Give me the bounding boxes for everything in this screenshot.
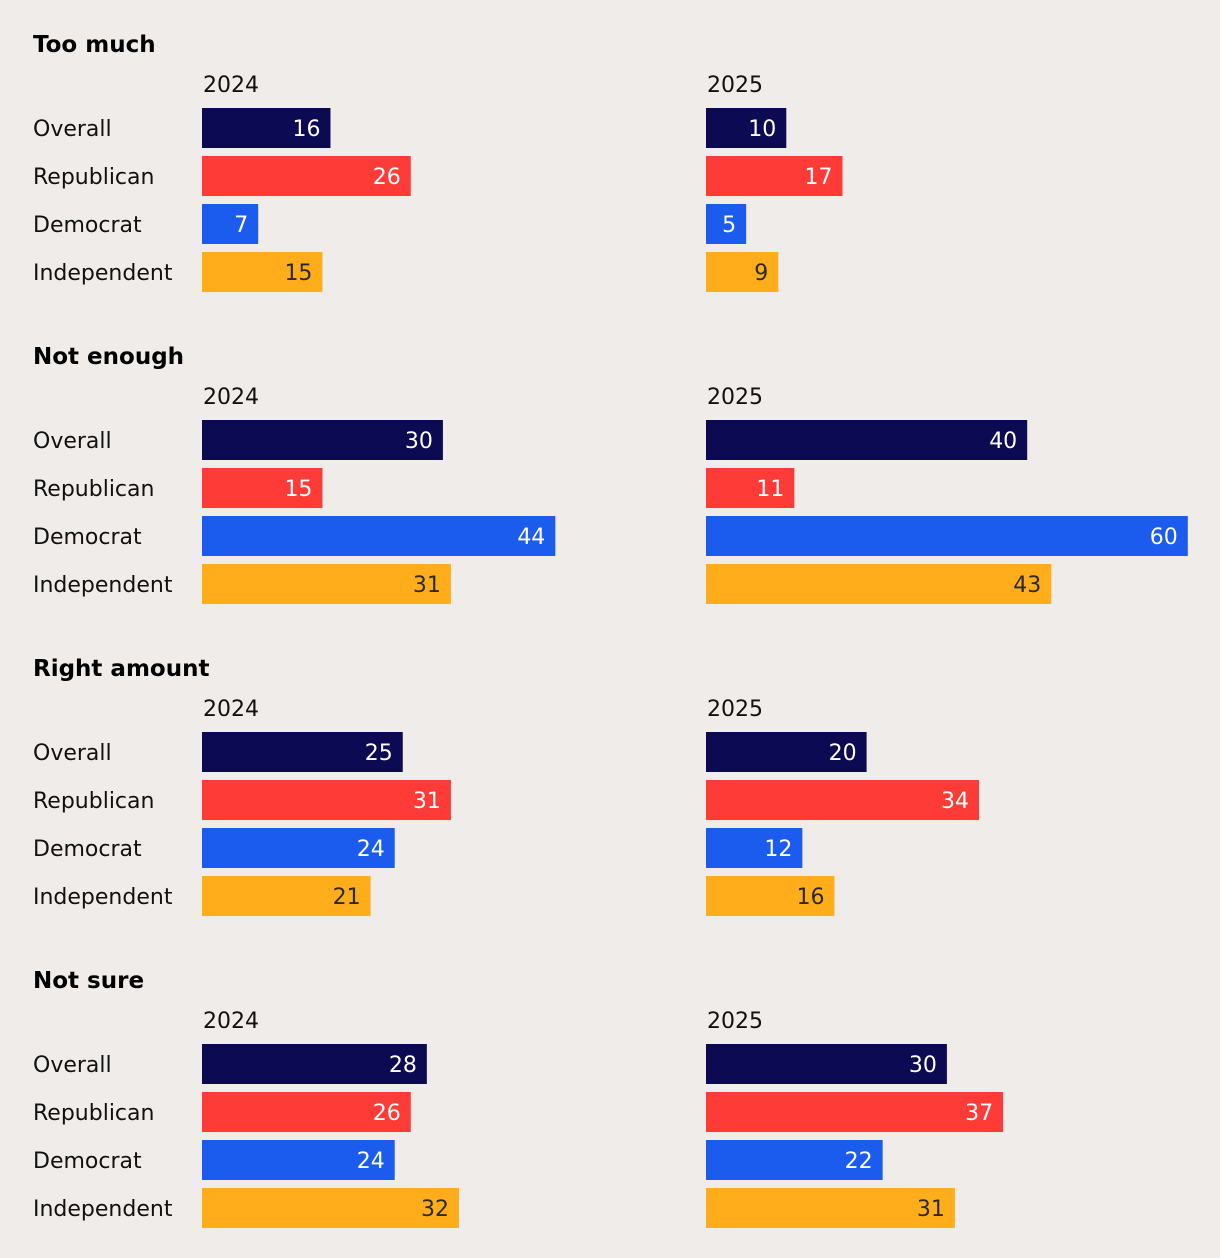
category-label: Independent bbox=[33, 261, 173, 286]
category-label: Overall bbox=[33, 741, 112, 766]
category-label: Democrat bbox=[33, 1149, 142, 1174]
bar bbox=[706, 1188, 955, 1228]
data-label: 32 bbox=[421, 1197, 449, 1222]
bar bbox=[706, 876, 835, 916]
year-label: 2024 bbox=[203, 697, 259, 722]
bar bbox=[706, 1092, 1004, 1132]
bar bbox=[202, 1044, 427, 1084]
bar bbox=[202, 732, 403, 772]
year-label: 2024 bbox=[203, 73, 259, 98]
data-label: 20 bbox=[829, 741, 857, 766]
data-label: 30 bbox=[909, 1053, 937, 1078]
bar bbox=[202, 564, 451, 604]
category-label: Republican bbox=[33, 165, 154, 190]
bar bbox=[202, 420, 443, 460]
data-label: 26 bbox=[373, 165, 401, 190]
year-label: 2024 bbox=[203, 1009, 259, 1034]
year-label: 2025 bbox=[707, 1009, 763, 1034]
data-label: 5 bbox=[722, 213, 736, 238]
category-label: Independent bbox=[33, 1197, 173, 1222]
data-label: 31 bbox=[413, 573, 441, 598]
bar bbox=[706, 156, 843, 196]
data-label: 21 bbox=[333, 885, 361, 910]
category-label: Republican bbox=[33, 789, 154, 814]
bar bbox=[706, 828, 803, 868]
bar bbox=[706, 1140, 883, 1180]
data-label: 60 bbox=[1150, 525, 1178, 550]
category-label: Independent bbox=[33, 885, 173, 910]
bar bbox=[706, 732, 867, 772]
section-title: Not sure bbox=[33, 968, 144, 994]
data-label: 15 bbox=[284, 477, 312, 502]
bar bbox=[202, 204, 259, 244]
data-label: 16 bbox=[796, 885, 824, 910]
year-label: 2024 bbox=[203, 385, 259, 410]
data-label: 34 bbox=[941, 789, 969, 814]
data-label: 40 bbox=[989, 429, 1017, 454]
bar bbox=[706, 108, 787, 148]
category-label: Democrat bbox=[33, 213, 142, 238]
bar bbox=[202, 828, 395, 868]
section-title: Not enough bbox=[33, 344, 184, 370]
data-label: 31 bbox=[413, 789, 441, 814]
bar bbox=[202, 516, 556, 556]
data-label: 26 bbox=[373, 1101, 401, 1126]
year-label: 2025 bbox=[707, 697, 763, 722]
year-label: 2025 bbox=[707, 73, 763, 98]
data-label: 31 bbox=[917, 1197, 945, 1222]
bar bbox=[706, 252, 779, 292]
bar bbox=[202, 108, 331, 148]
category-label: Independent bbox=[33, 573, 173, 598]
data-label: 22 bbox=[845, 1149, 873, 1174]
data-label: 25 bbox=[365, 741, 393, 766]
bar bbox=[706, 780, 980, 820]
category-label: Republican bbox=[33, 1101, 154, 1126]
bar bbox=[202, 1092, 411, 1132]
bar bbox=[706, 516, 1188, 556]
data-label: 12 bbox=[764, 837, 792, 862]
bar bbox=[706, 1044, 947, 1084]
bar bbox=[706, 468, 795, 508]
year-label: 2025 bbox=[707, 385, 763, 410]
data-label: 28 bbox=[389, 1053, 417, 1078]
data-label: 30 bbox=[405, 429, 433, 454]
bar bbox=[202, 1140, 395, 1180]
data-label: 10 bbox=[748, 117, 776, 142]
data-label: 43 bbox=[1013, 573, 1041, 598]
bar bbox=[202, 156, 411, 196]
bar bbox=[706, 420, 1028, 460]
bar bbox=[202, 780, 451, 820]
category-label: Overall bbox=[33, 117, 112, 142]
section-title: Right amount bbox=[33, 656, 209, 682]
bar bbox=[706, 564, 1052, 604]
data-label: 24 bbox=[357, 837, 385, 862]
data-label: 17 bbox=[805, 165, 833, 190]
category-label: Democrat bbox=[33, 837, 142, 862]
bar bbox=[706, 204, 747, 244]
category-label: Democrat bbox=[33, 525, 142, 550]
section-title: Too much bbox=[33, 32, 156, 58]
data-label: 16 bbox=[292, 117, 320, 142]
data-label: 15 bbox=[284, 261, 312, 286]
data-label: 37 bbox=[965, 1101, 993, 1126]
bar bbox=[202, 468, 323, 508]
bar bbox=[202, 252, 323, 292]
data-label: 9 bbox=[754, 261, 768, 286]
data-label: 11 bbox=[756, 477, 784, 502]
bar bbox=[202, 876, 371, 916]
data-label: 44 bbox=[517, 525, 545, 550]
data-label: 24 bbox=[357, 1149, 385, 1174]
category-label: Overall bbox=[33, 429, 112, 454]
bar bbox=[202, 1188, 459, 1228]
category-label: Overall bbox=[33, 1053, 112, 1078]
data-label: 7 bbox=[234, 213, 248, 238]
category-label: Republican bbox=[33, 477, 154, 502]
